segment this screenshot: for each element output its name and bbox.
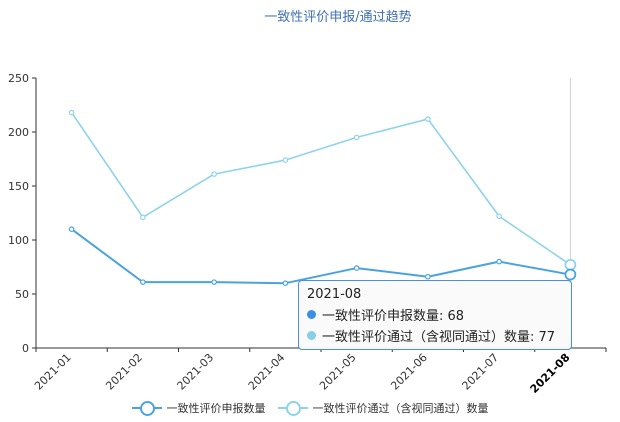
y-tick-label: 0 [22, 342, 29, 355]
tooltip-dot-icon [307, 310, 316, 319]
series-line [70, 112, 571, 266]
y-tick-label: 200 [8, 126, 29, 139]
x-tick-label: 2021-07 [460, 351, 502, 393]
x-tick-label: 2021-02 [103, 351, 145, 393]
data-point [211, 171, 217, 177]
line-circle-icon [277, 401, 308, 416]
legend-label: 一致性评价申报数量 [166, 402, 266, 415]
legend: 一致性评价申报数量 一致性评价通过（含视同通过）数量 [0, 398, 620, 418]
tooltip-row-approvals: 一致性评价通过（含视同通过）数量: 77 [307, 326, 563, 345]
data-point [282, 157, 289, 163]
y-tick-label: 100 [8, 234, 29, 247]
data-point [564, 258, 577, 271]
legend-label: 一致性评价通过（含视同通过）数量 [312, 402, 489, 415]
x-tick-label: 2021-05 [317, 351, 359, 393]
data-point [140, 279, 146, 285]
data-point [496, 258, 502, 265]
tooltip-row-applications: 一致性评价申报数量: 68 [307, 305, 563, 324]
x-tick-label: 2021-04 [246, 351, 288, 393]
data-point [353, 134, 360, 141]
y-tick-label: 50 [15, 288, 29, 301]
series-layer [68, 109, 577, 287]
chart-title: 一致性评价申报/通过趋势 [264, 9, 411, 25]
data-point [68, 226, 75, 233]
data-point [564, 268, 577, 281]
data-point [353, 265, 360, 271]
tooltip: 2021-08 一致性评价申报数量: 68 一致性评价通过（含视同通过）数量: … [298, 280, 572, 350]
tooltip-title: 2021-08 [307, 287, 362, 302]
data-point [282, 280, 289, 287]
legend-item-applications[interactable]: 一致性评价申报数量 [131, 400, 266, 416]
line-circle-icon [131, 401, 162, 416]
tooltip-dot-icon [307, 331, 316, 340]
y-tick-label: 150 [8, 180, 29, 193]
legend-item-approvals[interactable]: 一致性评价通过（含视同通过）数量 [277, 400, 489, 416]
data-point [496, 213, 502, 220]
x-tick-label: 2021-08 [528, 351, 573, 396]
data-point [425, 273, 431, 280]
x-tick-label: 2021-06 [388, 351, 430, 393]
data-point [211, 279, 217, 285]
x-tick-label: 2021-03 [175, 351, 217, 393]
tooltip-row-label: 一致性评价通过（含视同通过）数量: 77 [322, 330, 556, 345]
series-line [71, 228, 571, 285]
y-tick-label: 250 [8, 72, 29, 85]
data-point [140, 214, 146, 221]
tooltip-row-label: 一致性评价申报数量: 68 [322, 309, 465, 324]
data-point [68, 109, 75, 116]
data-point [425, 116, 431, 122]
x-tick-label: 2021-01 [32, 351, 74, 393]
